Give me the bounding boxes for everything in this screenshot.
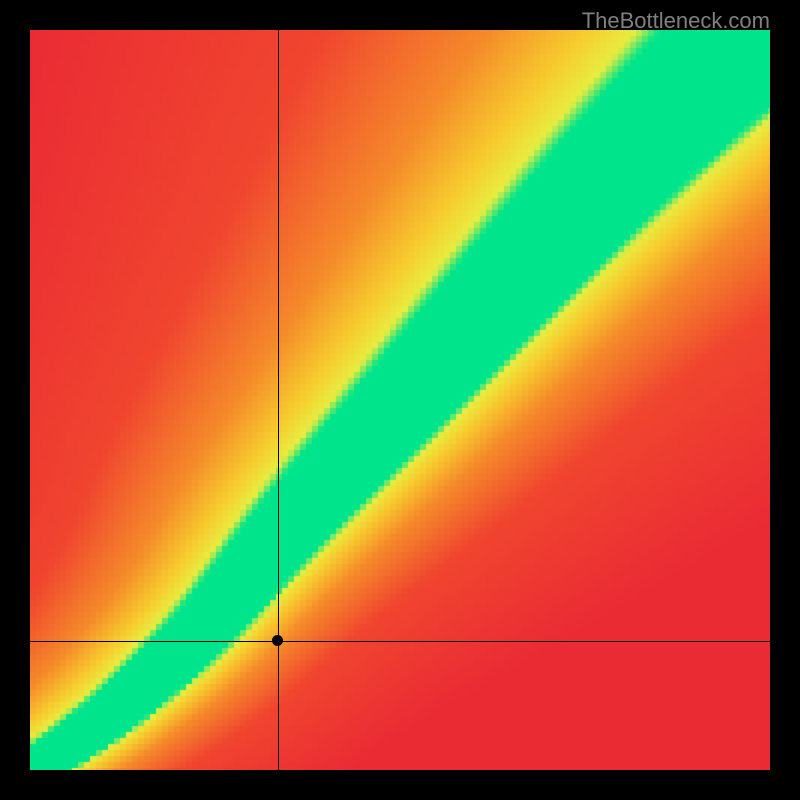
crosshair-horizontal <box>30 641 770 642</box>
watermark-text: TheBottleneck.com <box>582 8 770 34</box>
heatmap-canvas <box>30 30 770 770</box>
crosshair-vertical <box>278 30 279 770</box>
heatmap-plot <box>30 30 770 770</box>
